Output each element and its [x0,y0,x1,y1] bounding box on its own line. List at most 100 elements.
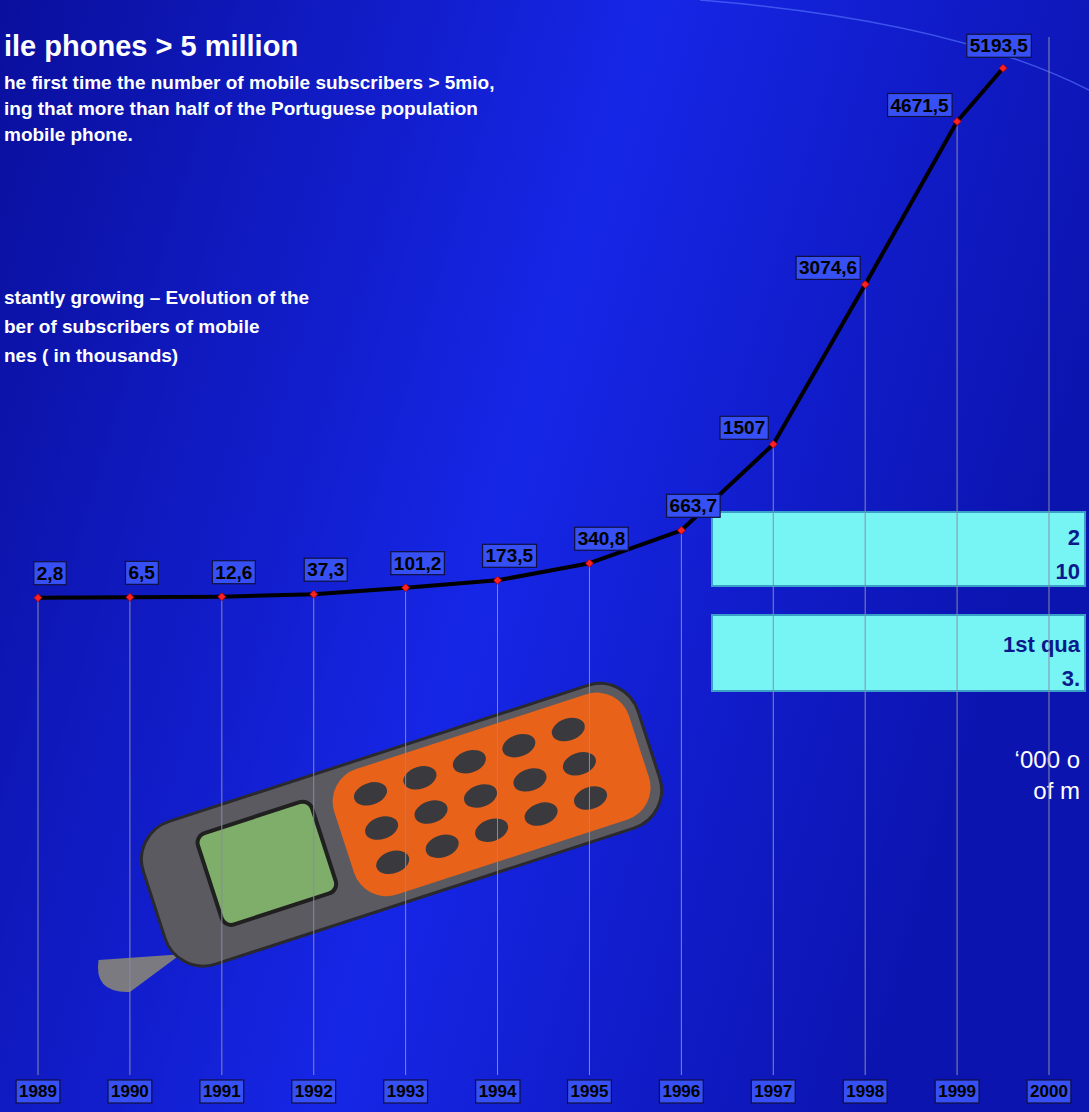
info-box-text: 3. [1062,666,1080,691]
x-tick-box [568,1080,612,1103]
series [34,64,1007,601]
data-point [677,526,685,534]
note: of m [1033,777,1080,804]
data-point [494,576,502,584]
description: ber of subscribers of mobile [4,316,260,337]
phone-key [571,782,610,813]
x-tick-label: 2000 [1030,1082,1068,1101]
subtitle: ing that more than half of the Portugues… [4,98,478,119]
x-tick-label: 1996 [662,1082,700,1101]
x-tick-label: 1995 [571,1082,609,1101]
phone-body [131,673,672,976]
data-label-box [720,416,768,439]
phone-key [373,847,412,878]
x-tick-label: 1992 [295,1082,333,1101]
data-label-box [304,558,347,581]
data-label-box [391,552,445,575]
grid-line [773,444,774,1075]
data-label-box [34,562,66,585]
data-label: 4671,5 [891,95,950,116]
grid [38,37,1049,1075]
phone-key [560,748,599,779]
data-label: 12,6 [215,562,252,583]
data-point [999,64,1007,72]
data-label: 6,5 [128,562,155,583]
data-point [861,280,869,288]
data-label: 3074,6 [799,257,857,278]
x-tick-label: 1999 [938,1082,976,1101]
phone-key [461,780,500,811]
grid-line [405,588,406,1075]
title: ile phones > 5 million [4,30,298,62]
subtitle: he first time the number of mobile subsc… [4,72,494,93]
subtitle: mobile phone. [4,124,133,145]
grid-line [129,597,130,1075]
data-label: 5193,5 [970,35,1029,56]
data-label-box [212,561,255,584]
data-label-box [125,561,158,584]
data-label-box [796,256,860,279]
phone-key [400,762,439,793]
x-tick-label: 1993 [387,1082,425,1101]
data-label: 101,2 [394,553,442,574]
data-labels: 2,86,512,637,3101,2173,5340,8663,7150730… [34,34,1032,584]
grid-line [681,530,682,1075]
data-label-box [888,94,953,117]
x-tick-box [384,1080,428,1103]
data-point [953,118,961,126]
info-box-text: 10 [1056,559,1080,584]
decor-arc [700,0,1089,90]
phone-key [510,764,549,795]
grid-line [589,563,590,1075]
data-point [310,590,318,598]
x-axis: 1989 1990 1991 1992 1993 1994 1995 1996 1997 1998… [16,1080,1071,1103]
data-label-box [575,527,629,550]
x-tick-box [935,1080,979,1103]
phone-keypad [324,684,660,905]
x-tick-box [108,1080,152,1103]
x-tick-box [292,1080,336,1103]
x-tick-box [200,1080,244,1103]
grid-line [865,284,866,1075]
data-label-box [967,34,1032,57]
data-point [402,584,410,592]
phone-key [522,798,561,829]
x-tick-label: 1998 [846,1082,884,1101]
data-point [34,594,42,602]
data-label: 663,7 [670,495,718,516]
info-box-text: 1st qua [1003,632,1081,657]
data-label-box [667,494,721,517]
data-label: 173,5 [486,545,534,566]
x-tick-label: 1989 [19,1082,57,1101]
phone-key [362,812,401,843]
description: stantly growing – Evolution of the [4,287,309,308]
grid-line [38,598,39,1075]
x-tick-label: 1991 [203,1082,241,1101]
x-tick-label: 1990 [111,1082,149,1101]
grid-line [221,597,222,1075]
background [0,0,1089,1112]
phone-key [423,831,462,862]
x-tick-label: 1997 [754,1082,792,1101]
x-tick-box [1027,1080,1071,1103]
phone-illustration [60,673,672,999]
grid-line [1049,37,1050,1075]
data-label-box [483,544,537,567]
phone-key [411,796,450,827]
grid-line [313,594,314,1075]
data-label: 37,3 [307,559,344,580]
data-line [38,68,1003,597]
grid-line [497,580,498,1075]
phone-key [351,778,390,809]
data-point [126,593,134,601]
x-tick-box [751,1080,795,1103]
info-box [712,615,1085,691]
grid-line [957,122,958,1075]
data-point [218,593,226,601]
page: ile phones > 5 million he first time the … [0,0,1089,1112]
x-tick-label: 1994 [479,1082,517,1101]
phone-key [472,814,511,845]
description: nes ( in thousands) [4,345,178,366]
info-box-text: 2 [1068,525,1080,550]
x-tick-box [16,1080,60,1103]
